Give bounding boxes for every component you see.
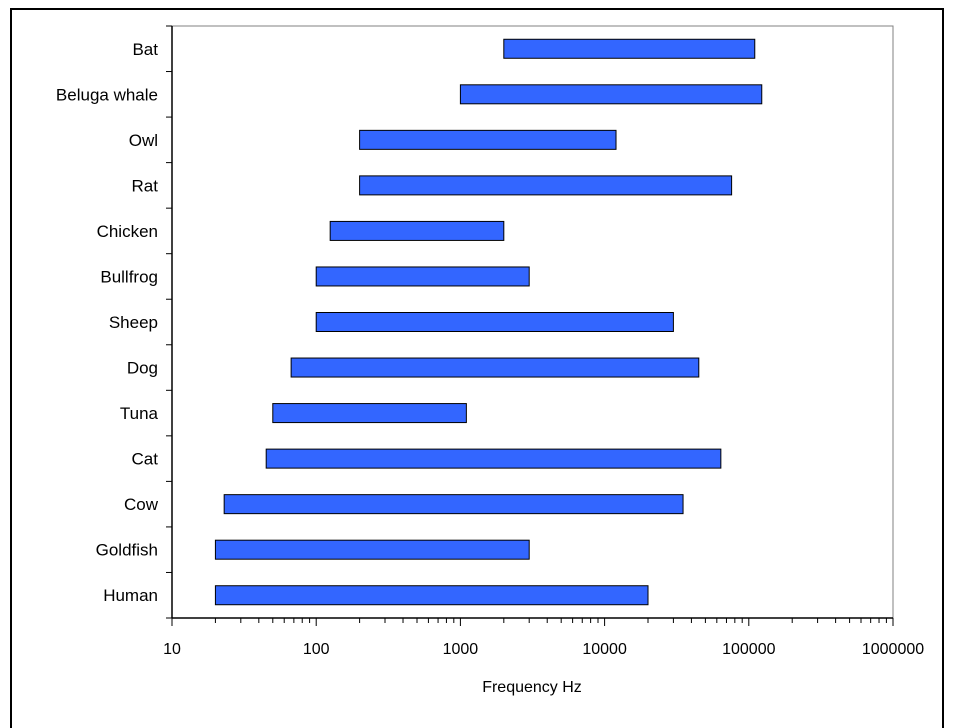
bars (214, 38, 763, 606)
category-labels: Bat Beluga whale Owl Rat Chicken Bullfrog Shee… (56, 40, 159, 605)
category-label: Cow (124, 495, 159, 514)
category-label: Dog (127, 359, 158, 378)
category-label: Cat (132, 450, 159, 469)
x-tick-label: 1000 (443, 641, 479, 658)
bar-bat (503, 38, 756, 59)
bar-chicken (329, 220, 505, 241)
category-label: Goldfish (96, 541, 158, 560)
bar-bullfrog (315, 266, 530, 287)
plot-area (166, 25, 894, 619)
x-tick-label: 100 (303, 641, 330, 658)
category-label: Human (103, 586, 158, 605)
category-label: Beluga whale (56, 85, 158, 104)
bar-cow (223, 494, 684, 515)
category-label: Bullfrog (100, 267, 158, 286)
category-label: Chicken (97, 222, 158, 241)
x-tick-label: 10000 (582, 641, 627, 658)
category-label: Owl (129, 131, 158, 150)
x-tick-label: 1000000 (862, 641, 924, 658)
bar-rat (359, 175, 733, 196)
x-axis-title: Frequency Hz (482, 679, 582, 696)
category-label: Rat (132, 176, 159, 195)
bar-sheep (315, 312, 674, 332)
category-label: Sheep (109, 313, 158, 332)
bar-human (214, 585, 649, 606)
category-label: Tuna (120, 404, 159, 423)
bar-goldfish (214, 539, 530, 560)
bar-owl (359, 129, 617, 150)
x-tick-label: 10 (163, 641, 181, 658)
bar-dog (290, 357, 700, 378)
bar-beluga-whale (459, 84, 763, 105)
x-axis: 10 100 1000 10000 100000 1000000 (163, 618, 924, 658)
x-tick-label: 100000 (722, 641, 775, 658)
bar-cat (265, 448, 722, 469)
category-label: Bat (132, 40, 158, 59)
bar-tuna (272, 403, 467, 424)
